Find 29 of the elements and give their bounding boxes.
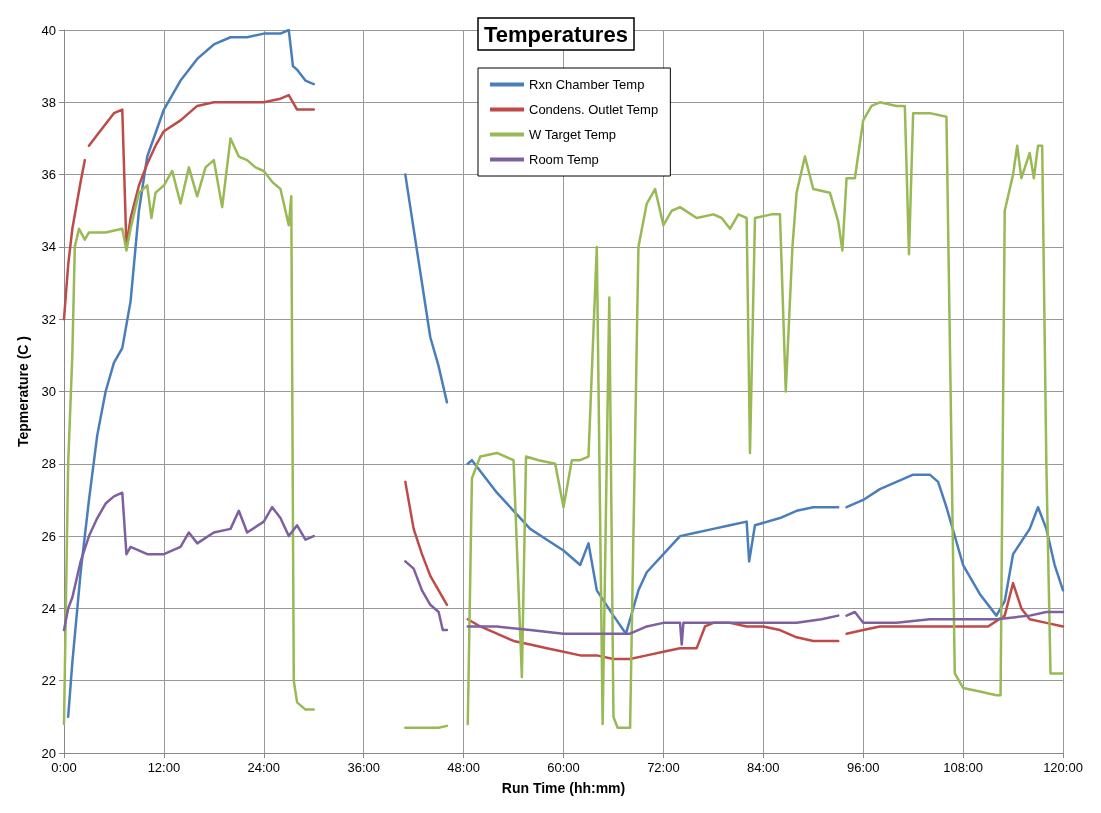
y-tick-label: 40 [41,22,56,38]
x-tick-label: 36:00 [347,760,380,775]
x-tick-label: 96:00 [846,760,880,775]
legend-label: Rxn Chamber Temp [529,77,645,92]
y-tick-label: 38 [41,94,56,110]
x-tick-label: 24:00 [247,760,281,775]
x-tick-label: 84:00 [747,760,780,775]
x-tick-label: 48:00 [447,760,480,775]
x-tick-label: 60:00 [547,760,580,775]
x-axis-title: Run Time (hh:mm) [501,780,626,796]
y-tick-label: 20 [41,745,56,761]
legend-label: Condens. Outlet Temp [529,102,659,117]
y-tick-label: 24 [41,600,56,616]
y-tick-label: 32 [41,311,56,327]
legend-label: W Target Temp [529,127,616,142]
x-tick-label: 0:00 [51,760,77,775]
y-tick-label: 26 [41,528,56,544]
y-tick-label: 22 [41,673,56,689]
legend-label: Room Temp [529,152,599,167]
y-tick-label: 36 [41,167,56,183]
chart-title: Temperatures [484,21,628,47]
y-tick-label: 34 [41,239,56,255]
x-tick-label: 108:00 [943,760,983,775]
y-tick-label: 30 [41,384,56,399]
x-tick-label: 72:00 [647,760,680,775]
x-tick-label: 12:00 [147,760,181,775]
x-tick-label: 120:00 [1043,760,1083,775]
y-axis-title: Tepmerature (C ) [15,336,31,447]
y-tick-label: 28 [41,456,56,472]
